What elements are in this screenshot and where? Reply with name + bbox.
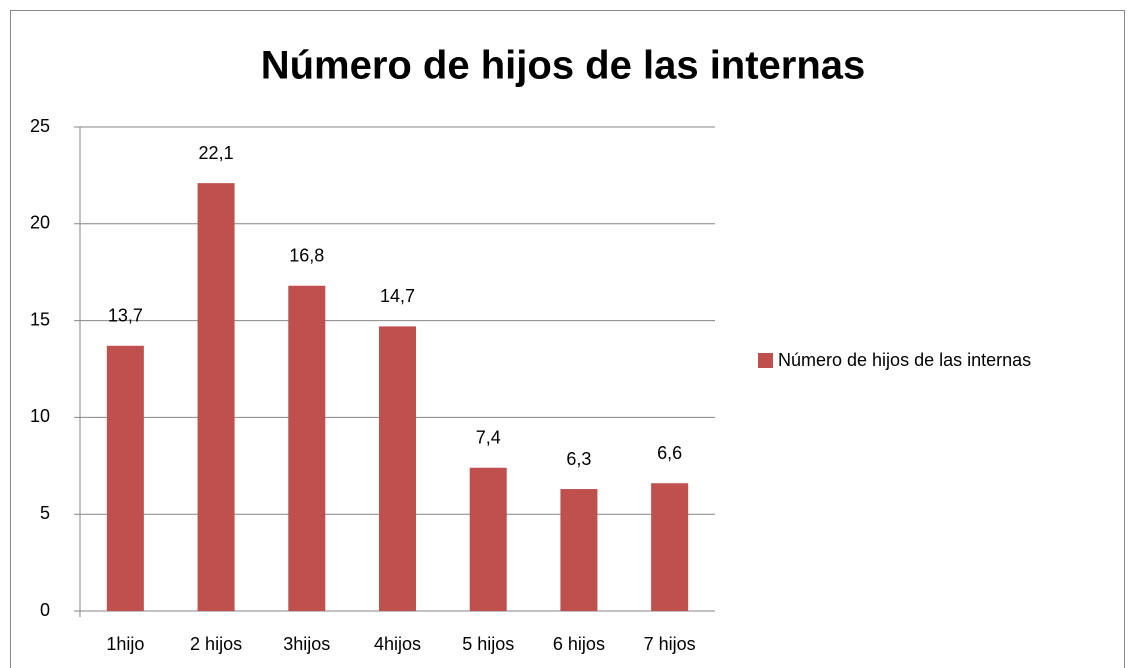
data-label: 16,8 — [289, 246, 324, 266]
x-tick-label: 2 hijos — [190, 634, 242, 654]
x-tick-label: 7 hijos — [644, 634, 696, 654]
data-label: 6,3 — [566, 449, 591, 469]
data-label: 6,6 — [657, 443, 682, 463]
data-label: 22,1 — [199, 143, 234, 163]
bar — [560, 489, 598, 611]
bar — [288, 285, 326, 611]
data-label: 7,4 — [476, 427, 501, 447]
y-tick-label: 0 — [40, 600, 50, 620]
data-label: 14,7 — [380, 286, 415, 306]
x-tick-label: 6 hijos — [553, 634, 605, 654]
legend-label: Número de hijos de las internas — [778, 350, 1031, 370]
bar — [379, 326, 416, 611]
chart-title: Número de hijos de las internas — [261, 44, 866, 88]
y-tick-label: 25 — [30, 116, 50, 136]
y-tick-label: 20 — [30, 213, 50, 233]
data-label: 13,7 — [108, 306, 143, 326]
y-tick-label: 10 — [30, 406, 50, 426]
bar — [106, 345, 144, 611]
x-tick-label: 3hijos — [283, 634, 330, 654]
legend-swatch — [758, 353, 773, 368]
x-tick-label: 1hijo — [106, 634, 144, 654]
x-tick-label: 4hijos — [374, 634, 421, 654]
bar — [197, 183, 235, 612]
bar — [651, 483, 689, 611]
bar — [469, 467, 507, 611]
y-tick-label: 15 — [30, 309, 50, 329]
y-tick-label: 5 — [40, 503, 50, 523]
x-tick-label: 5 hijos — [462, 634, 514, 654]
